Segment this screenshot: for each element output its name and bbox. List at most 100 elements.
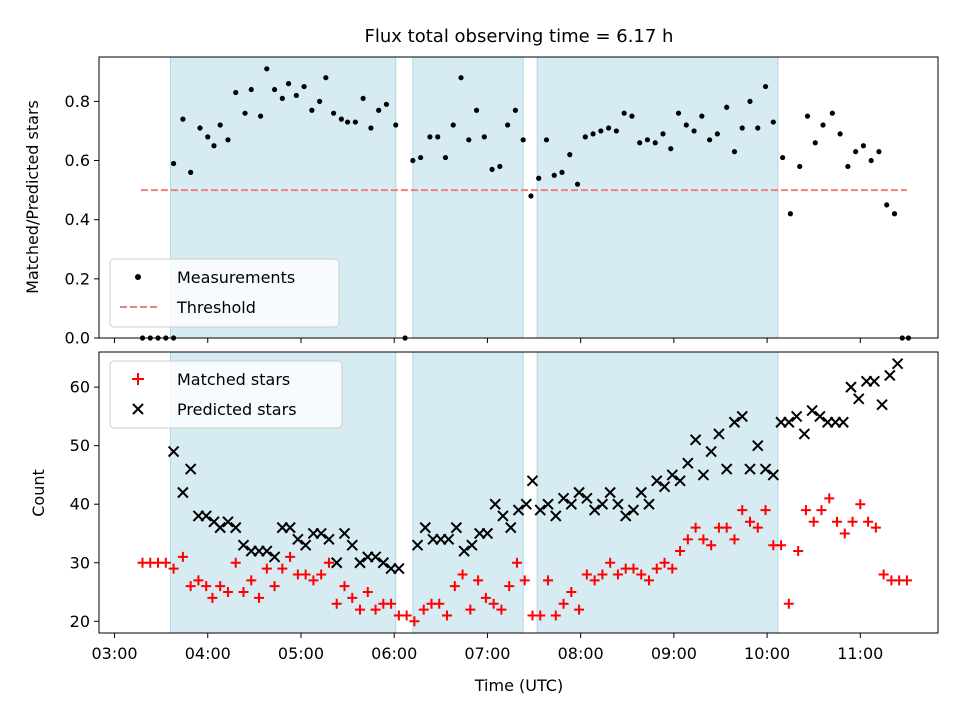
measurement-point	[271, 86, 278, 93]
matched-star-point	[612, 569, 623, 580]
legend-matched-label: Matched stars	[177, 370, 290, 389]
measurement-point	[714, 131, 720, 137]
y-tick-label: 50	[70, 436, 90, 455]
measurement-point	[180, 116, 186, 122]
matched-star-point	[207, 592, 218, 603]
matched-star-point	[760, 505, 771, 516]
measurement-point	[217, 122, 223, 128]
matched-star-point	[847, 516, 858, 527]
measurement-point	[257, 113, 264, 119]
measurement-point	[853, 149, 859, 155]
measurement-point	[668, 146, 674, 152]
matched-star-point	[185, 581, 196, 592]
matched-star-point	[362, 587, 373, 598]
matched-star-point	[832, 516, 843, 527]
x-tick-label: 08:00	[558, 644, 604, 663]
measurement-point	[473, 107, 480, 113]
matched-star-point	[870, 522, 881, 533]
measurement-point	[435, 134, 441, 140]
bottom-x-ticks: 03:00 04:00 05:00 06:00 07:00 08:00 09:00 10:00…	[91, 633, 883, 663]
matched-star-point	[261, 563, 272, 574]
measurement-point	[520, 137, 526, 143]
predicted-star-point	[612, 498, 624, 510]
top-axes-frame	[98, 56, 939, 339]
predicted-star-point	[222, 516, 234, 528]
matched-star-point	[316, 569, 327, 580]
matched-star-point	[682, 534, 693, 545]
measurement-point	[860, 143, 867, 149]
predicted-star-point	[261, 545, 273, 557]
measurement-point	[338, 116, 344, 122]
matched-star-point	[193, 575, 204, 586]
measurement-point	[606, 125, 612, 131]
measurement-point	[489, 166, 495, 172]
measurement-point	[442, 154, 449, 161]
predicted-star-point	[346, 539, 358, 551]
legend-predicted-label: Predicted stars	[177, 400, 297, 419]
predicted-star-point	[315, 527, 327, 540]
matched-star-point	[752, 522, 763, 533]
measurement-point	[876, 149, 882, 155]
predicted-star-point	[369, 551, 382, 563]
predicted-star-point	[573, 486, 585, 499]
measurement-point	[675, 110, 682, 116]
predicted-star-point	[682, 457, 694, 469]
matched-star-point	[651, 563, 662, 574]
measurement-point	[891, 211, 898, 217]
legend-matched-marker	[132, 373, 144, 385]
y-tick-label: 20	[70, 612, 90, 631]
measurement-point	[637, 140, 643, 146]
count-panel: 20 30 40 50 60 03:00 04:00 05:00 06:00 07:00 08:0…	[29, 351, 939, 695]
matched-star-point	[745, 516, 756, 527]
matched-star-point	[465, 604, 476, 615]
matched-star-point	[839, 528, 850, 539]
measurement-point	[613, 128, 619, 134]
observing-window-band	[536, 351, 779, 634]
matched-star-point	[370, 604, 381, 615]
predicted-star-point	[200, 510, 212, 522]
matched-star-point	[901, 575, 912, 586]
predicted-star-point	[806, 404, 818, 417]
matched-star-point	[269, 581, 280, 592]
predicted-star-point	[814, 410, 826, 423]
observing-windows	[169, 56, 779, 339]
measurement-point	[285, 81, 292, 87]
predicted-star-point	[526, 475, 539, 487]
matched-star-point	[558, 598, 569, 609]
measurement-point	[211, 143, 217, 149]
predicted-star-point	[674, 475, 686, 487]
top-legend: Measurements Threshold	[109, 258, 340, 328]
matched-star-point	[331, 598, 342, 609]
predicted-star-point	[635, 486, 647, 499]
predicted-star-point	[323, 533, 335, 546]
predicted-star-point	[458, 545, 470, 557]
matched-star-point	[535, 610, 546, 621]
bottom-legend: Matched stars Predicted stars	[109, 360, 343, 429]
measurement-point	[197, 125, 203, 131]
matched-star-point	[550, 610, 561, 621]
matched-star-point	[721, 522, 732, 533]
predicted-star-point	[237, 539, 250, 551]
predicted-star-point	[167, 445, 180, 458]
predicted-star-point	[619, 510, 632, 522]
matched-star-point	[808, 516, 819, 527]
measurement-point	[393, 122, 399, 128]
matched-star-point	[418, 604, 429, 615]
predicted-star-point	[534, 504, 546, 516]
y-tick-label: 0.8	[65, 92, 90, 111]
measurement-point	[352, 119, 358, 125]
matched-star-point	[574, 604, 585, 615]
y-tick-label: 0.6	[65, 151, 90, 170]
predicted-star-point	[837, 416, 849, 428]
matched-star-point	[434, 598, 445, 609]
predicted-star-point	[354, 557, 366, 569]
predicted-star-point	[497, 510, 509, 522]
predicted-star-point	[268, 551, 281, 563]
observing-window-band	[412, 56, 524, 339]
measurement-point	[699, 113, 705, 119]
matched-star-point	[457, 569, 468, 580]
measurement-point	[233, 89, 239, 96]
matched-star-point	[566, 587, 577, 598]
matched-star-point	[644, 575, 655, 586]
predicted-star-point	[705, 445, 717, 458]
